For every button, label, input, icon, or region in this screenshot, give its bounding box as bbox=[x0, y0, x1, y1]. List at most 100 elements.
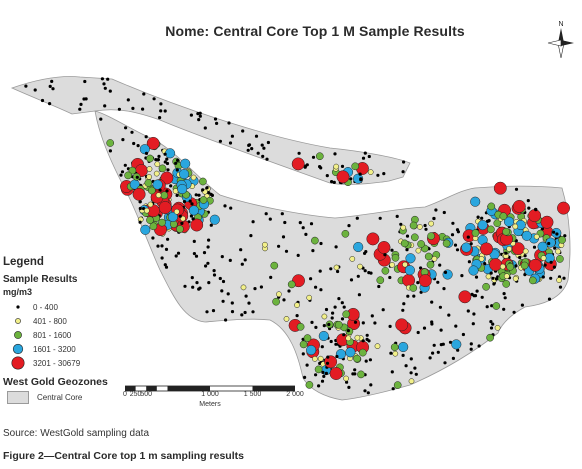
sample-point bbox=[167, 211, 178, 222]
sample-point bbox=[174, 254, 178, 258]
scale-tick-label: 250 bbox=[129, 391, 142, 398]
sample-point bbox=[260, 143, 264, 147]
sample-point bbox=[414, 372, 418, 376]
sample-point bbox=[108, 149, 112, 153]
sample-point bbox=[188, 199, 192, 203]
sample-point bbox=[405, 248, 409, 252]
sample-point bbox=[228, 258, 232, 262]
sample-point bbox=[442, 210, 446, 215]
legend-class-label: 1601 - 3200 bbox=[33, 344, 76, 354]
sample-point bbox=[325, 174, 329, 178]
sample-point bbox=[413, 366, 417, 370]
sample-point bbox=[317, 355, 324, 362]
sample-point bbox=[243, 310, 247, 315]
sample-point bbox=[558, 236, 566, 244]
legend-symbol bbox=[3, 342, 33, 356]
sample-point bbox=[439, 328, 443, 332]
sample-point bbox=[340, 317, 345, 321]
sample-point bbox=[309, 222, 314, 226]
sample-point bbox=[527, 206, 531, 210]
sample-point bbox=[504, 251, 508, 255]
sample-point bbox=[436, 280, 440, 284]
sample-point bbox=[430, 300, 434, 304]
sample-point bbox=[180, 221, 184, 225]
sample-point bbox=[309, 277, 313, 281]
sample-point bbox=[415, 247, 422, 254]
sample-point bbox=[358, 348, 367, 357]
sample-point bbox=[376, 173, 380, 177]
sample-point bbox=[106, 77, 110, 81]
sample-point bbox=[357, 263, 363, 270]
sample-point bbox=[442, 287, 446, 291]
sample-point bbox=[451, 356, 455, 360]
sample-point bbox=[173, 208, 180, 215]
legend-class-row: 0 - 400 bbox=[3, 300, 173, 314]
sample-point bbox=[426, 260, 435, 269]
svg-text:N: N bbox=[558, 21, 563, 28]
sample-point bbox=[311, 249, 315, 253]
sample-point bbox=[100, 77, 104, 81]
sample-point bbox=[305, 381, 314, 389]
legend-symbol bbox=[3, 300, 33, 314]
sample-point bbox=[442, 269, 453, 280]
sample-point bbox=[287, 289, 291, 293]
sample-point bbox=[451, 221, 455, 225]
sample-point bbox=[330, 180, 334, 184]
sample-point bbox=[262, 146, 266, 150]
sample-point bbox=[230, 301, 234, 305]
sample-point bbox=[194, 193, 198, 197]
sample-point bbox=[409, 221, 418, 230]
sample-point bbox=[353, 320, 358, 324]
sample-point bbox=[209, 223, 213, 227]
sample-point bbox=[241, 129, 245, 133]
sample-point bbox=[320, 345, 324, 349]
sample-point bbox=[512, 275, 519, 282]
sample-point bbox=[196, 112, 200, 116]
sample-point bbox=[192, 252, 196, 256]
sample-point bbox=[503, 296, 507, 300]
sample-point bbox=[207, 238, 211, 242]
sample-point bbox=[349, 278, 354, 282]
sample-point bbox=[471, 229, 480, 237]
sample-point bbox=[489, 326, 494, 330]
sample-point bbox=[318, 330, 329, 342]
sample-point bbox=[322, 374, 326, 378]
sample-point bbox=[126, 98, 130, 102]
legend-class-label: 801 - 1600 bbox=[33, 330, 72, 340]
sample-point bbox=[138, 206, 142, 211]
sample-point bbox=[224, 318, 228, 322]
sample-point bbox=[120, 170, 125, 174]
sample-point bbox=[395, 214, 399, 218]
sample-point bbox=[506, 246, 512, 252]
sample-point bbox=[240, 313, 244, 317]
sample-point bbox=[528, 209, 542, 223]
sample-point bbox=[147, 201, 154, 208]
sample-point bbox=[230, 310, 235, 314]
legend-class-row: 1601 - 3200 bbox=[3, 342, 173, 356]
sample-point bbox=[199, 177, 207, 186]
sample-point bbox=[141, 107, 145, 111]
legend-class-label: 401 - 800 bbox=[33, 316, 67, 326]
geozone-central-core: Central Core bbox=[3, 391, 173, 404]
sample-point bbox=[259, 285, 263, 289]
sample-point bbox=[363, 269, 367, 273]
sample-point bbox=[147, 186, 156, 195]
sample-point bbox=[314, 285, 318, 289]
sample-point bbox=[179, 169, 190, 180]
sample-point bbox=[409, 284, 418, 292]
sample-point bbox=[144, 151, 149, 155]
sample-point bbox=[103, 104, 107, 108]
sample-point bbox=[562, 276, 566, 280]
sample-point bbox=[428, 356, 432, 360]
sample-point bbox=[121, 138, 125, 142]
sample-point bbox=[417, 224, 423, 230]
sample-point bbox=[343, 375, 349, 382]
sample-point bbox=[458, 290, 472, 304]
sample-point bbox=[399, 222, 403, 226]
sample-point bbox=[281, 235, 286, 239]
sample-point bbox=[477, 344, 481, 348]
sample-point bbox=[102, 82, 106, 86]
sample-point bbox=[377, 241, 391, 254]
sample-point bbox=[439, 343, 443, 347]
sample-point bbox=[272, 297, 280, 306]
